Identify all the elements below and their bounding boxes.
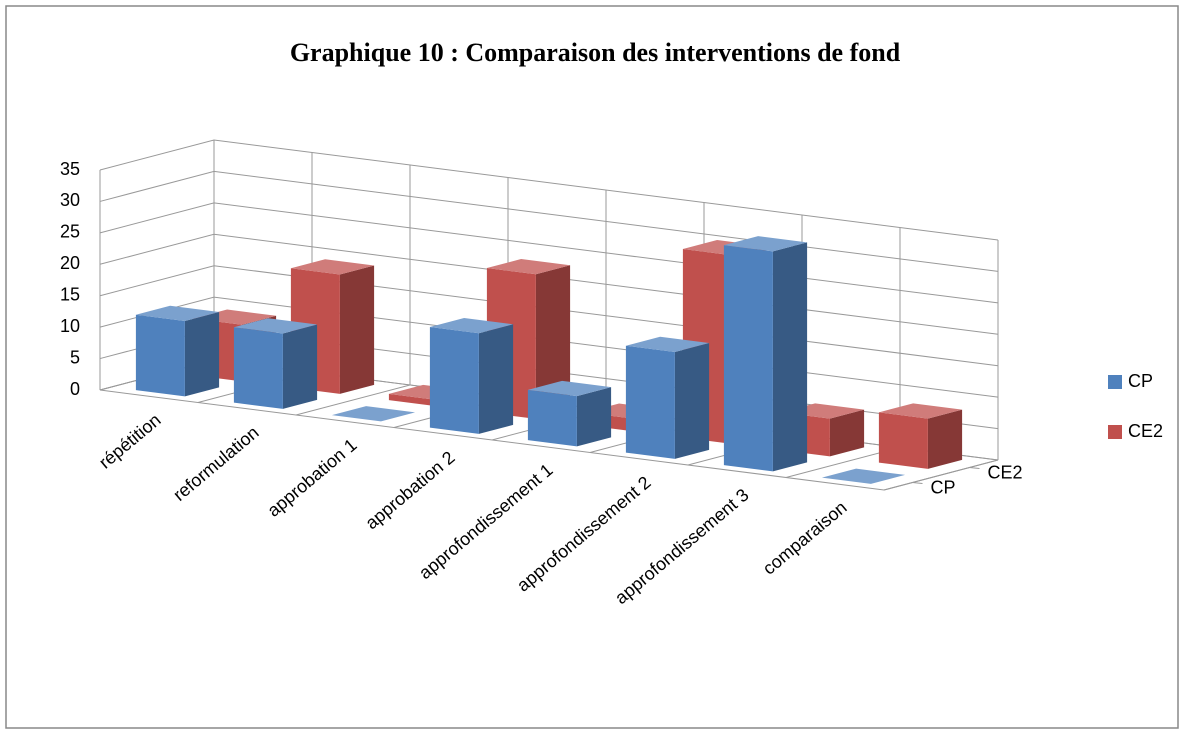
depth-tick	[969, 467, 980, 469]
legend-label: CE2	[1128, 421, 1163, 441]
bar-front	[878, 412, 928, 469]
bar-top	[878, 403, 963, 419]
depth-tick-label: CE2	[988, 462, 1023, 482]
bar	[233, 318, 318, 409]
bar-side	[339, 265, 375, 394]
bar-top	[723, 236, 808, 252]
bar-side	[927, 409, 963, 469]
bar-side	[674, 343, 710, 459]
bar-top	[233, 318, 318, 334]
bar-top	[486, 259, 571, 275]
bar-side	[535, 265, 571, 419]
depth-tick-label: CP	[931, 477, 956, 497]
bar-top	[625, 336, 710, 353]
bar	[135, 305, 220, 397]
depth-tick	[912, 482, 923, 484]
bar-front	[233, 327, 283, 409]
y-tick-label: 20	[60, 253, 80, 273]
bar-front	[723, 245, 773, 472]
bar-side	[772, 242, 808, 472]
bar-side	[478, 324, 514, 434]
y-tick-label: 10	[60, 316, 80, 336]
bar-front	[135, 314, 185, 397]
chart-title: Graphique 10 : Comparaison des intervent…	[290, 38, 901, 67]
bar	[723, 236, 808, 472]
bar-side	[576, 387, 612, 447]
bar-front	[429, 327, 479, 434]
bar-top	[429, 318, 514, 334]
floor-line	[883, 459, 999, 491]
bar-top	[821, 468, 906, 484]
bar-top	[135, 305, 220, 321]
bar	[331, 406, 416, 422]
bar	[821, 468, 906, 484]
y-tick-label: 5	[70, 347, 80, 367]
bar	[429, 318, 514, 434]
bar-top	[290, 259, 375, 275]
bar	[625, 336, 710, 459]
y-tick-label: 0	[70, 379, 80, 399]
floor-line	[295, 384, 411, 416]
legend-label: CP	[1128, 371, 1153, 391]
bar-side	[184, 311, 220, 397]
bar-front	[388, 393, 438, 407]
bar	[878, 403, 963, 469]
bar-top	[331, 406, 416, 422]
y-tick-label: 15	[60, 284, 80, 304]
bar	[527, 380, 612, 447]
y-tick-label: 35	[60, 159, 80, 179]
legend-swatch	[1108, 425, 1122, 439]
y-tick-label: 30	[60, 190, 80, 210]
bar-side	[829, 409, 865, 457]
y-tick-label: 25	[60, 222, 80, 242]
bar-front	[527, 389, 577, 447]
bar-front	[625, 345, 675, 459]
legend-swatch	[1108, 375, 1122, 389]
bar-top	[527, 380, 612, 397]
bar-side	[282, 324, 318, 409]
